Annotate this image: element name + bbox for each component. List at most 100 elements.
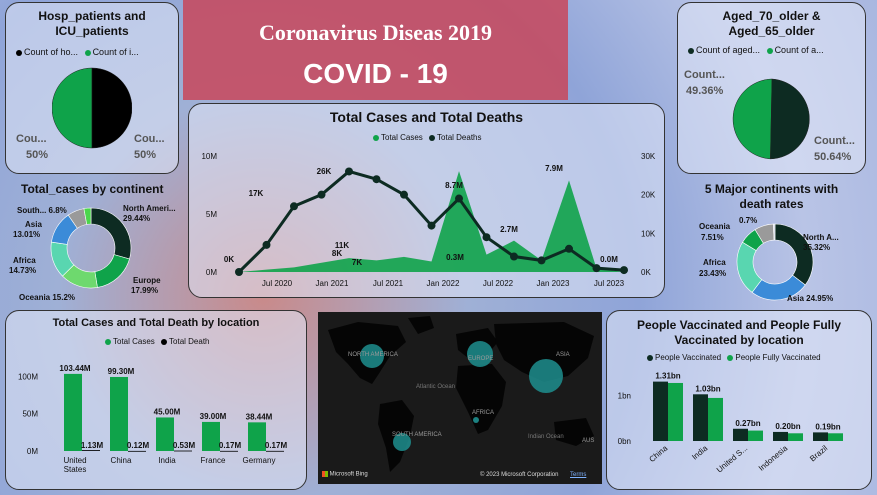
location-bar-death[interactable]: [220, 450, 238, 452]
vacc-bar-people[interactable]: [653, 381, 668, 441]
vacc-bar-people[interactable]: [813, 432, 828, 441]
timeline-death-point[interactable]: [262, 240, 271, 249]
vacc-bar-fully[interactable]: [668, 382, 683, 441]
vacc-bar-people[interactable]: [733, 428, 748, 441]
vacc-label: 0.20bn: [775, 422, 800, 431]
timeline-legend-1: Total Deaths: [437, 133, 482, 142]
location-bar-cases[interactable]: [156, 417, 174, 451]
location-legend-1: Total Death: [169, 337, 210, 346]
vacc-legend-1: People Fully Vaccinated: [735, 353, 821, 362]
vacc-title-2: Vaccinated by location: [674, 333, 804, 347]
land-australia: [554, 418, 594, 446]
map-bing-brand: Microsoft Bing: [322, 471, 368, 478]
vacc-bar-people[interactable]: [773, 431, 788, 441]
timeline-death-point[interactable]: [235, 268, 243, 276]
timeline-chart[interactable]: 10M 5M 0M 30K 20K 10K 0K Jul 2020 Jan 2021 Jul 20…: [189, 104, 666, 299]
hosp-icu-panel[interactable]: Hosp_patients and ICU_patients Count of …: [5, 2, 179, 174]
vacc-bar-fully[interactable]: [828, 433, 843, 441]
timeline-death-point[interactable]: [620, 266, 628, 275]
location-bar-death[interactable]: [128, 450, 146, 452]
continent-panel[interactable]: Total_cases by continent South... 6.8% A…: [5, 178, 179, 306]
hosp-slice-icu: [52, 67, 93, 149]
timeline-xtick-6: Jul 2023: [594, 279, 625, 288]
vacc-bar-fully[interactable]: [708, 397, 723, 441]
hosp-pie[interactable]: [52, 63, 132, 153]
major-title-2: death rates: [739, 197, 804, 211]
timeline-death-point[interactable]: [400, 190, 408, 199]
continent-asia-name: Asia: [25, 220, 42, 229]
continent-na-name: North Ameri...: [123, 204, 176, 213]
location-bar-death[interactable]: [266, 450, 284, 452]
timeline-xtick-2: Jul 2021: [373, 279, 404, 288]
location-bar-death[interactable]: [82, 450, 100, 451]
land-africa: [456, 364, 506, 434]
location-label-cases: 99.30M: [108, 367, 135, 376]
timeline-annotation-4: 8K: [332, 249, 342, 258]
timeline-death-point[interactable]: [455, 194, 463, 203]
timeline-annotation-3: 11K: [335, 241, 349, 250]
continent-europe-pct: 17.99%: [131, 286, 159, 295]
continent-slice-6[interactable]: [83, 207, 92, 225]
map-copyright: © 2023 Microsoft Corporation: [480, 472, 559, 478]
aged-title-2: Aged_65_older: [728, 24, 815, 38]
major-slice-2[interactable]: [736, 241, 763, 293]
vaccinated-chart[interactable]: 1bn 0bn 1.31bn China 1.03bn India 0.27bn United…: [607, 311, 873, 491]
location-label-death: 0.17M: [265, 441, 288, 450]
bubble-europe: [467, 341, 493, 367]
continent-donut[interactable]: [49, 206, 133, 290]
timeline-death-point[interactable]: [317, 190, 326, 199]
location-xtick: India: [158, 456, 176, 465]
map-brand-text: Microsoft Bing: [329, 471, 368, 478]
timeline-death-point[interactable]: [537, 256, 546, 265]
timeline-death-point[interactable]: [510, 252, 518, 261]
timeline-panel[interactable]: Total Cases and Total Deaths Total Cases…: [188, 103, 665, 298]
timeline-legend-0: Total Cases: [381, 133, 423, 142]
location-bar-cases[interactable]: [202, 421, 220, 451]
major-na-pct: 35.32%: [803, 243, 831, 252]
vacc-bar-fully[interactable]: [788, 433, 803, 441]
vacc-ytick-0: 1bn: [618, 392, 631, 401]
vacc-xtick: United S...: [715, 444, 749, 475]
aged-title-1: Aged_70_older &: [722, 9, 821, 23]
location-bar-cases[interactable]: [110, 376, 128, 451]
aged-panel[interactable]: Aged_70_older & Aged_65_older Count of a…: [677, 2, 866, 174]
map-terms-link[interactable]: Terms: [570, 472, 587, 478]
aged-left-label: Count...: [684, 69, 725, 81]
vacc-label: 1.31bn: [655, 372, 680, 381]
major-slice-5[interactable]: [773, 223, 776, 241]
title-banner: Coronavirus Diseas 2019 COVID - 19: [183, 0, 568, 100]
timeline-death-point[interactable]: [427, 221, 436, 230]
vacc-bar-people[interactable]: [693, 394, 708, 441]
aged-left-pct: 49.36%: [686, 85, 724, 97]
timeline-death-point[interactable]: [565, 244, 573, 253]
timeline-death-point[interactable]: [482, 233, 491, 242]
continent-na-pct: 29.44%: [123, 214, 151, 223]
major-donut[interactable]: [735, 222, 815, 302]
land-greenland: [408, 316, 434, 334]
location-panel[interactable]: Total Cases and Total Death by location …: [5, 310, 307, 490]
location-xtick: Germany: [243, 456, 276, 465]
vacc-bar-fully[interactable]: [748, 430, 763, 441]
map-panel[interactable]: NORTH AMERICA EUROPE ASIA Atlantic Ocean…: [318, 312, 602, 484]
aged-pie[interactable]: [730, 77, 814, 161]
timeline-death-point[interactable]: [290, 202, 298, 211]
location-bar-death[interactable]: [174, 450, 192, 452]
location-bar-cases[interactable]: [64, 373, 82, 451]
timeline-xtick-0: Jul 2020: [262, 279, 293, 288]
continent-slice-1[interactable]: [94, 254, 130, 288]
hosp-legend-1: Count of i...: [92, 47, 139, 57]
timeline-death-point[interactable]: [372, 175, 381, 184]
major-na-name: North A...: [803, 233, 839, 242]
major-panel[interactable]: 5 Major continents with death rates Ocea…: [677, 178, 866, 306]
location-ytick-0: 100M: [18, 372, 38, 381]
timeline-cases-area[interactable]: [239, 171, 624, 272]
location-bar-cases[interactable]: [248, 422, 266, 451]
timeline-death-point[interactable]: [345, 167, 353, 176]
timeline-death-point[interactable]: [592, 264, 601, 273]
vacc-xtick: China: [647, 443, 669, 464]
location-label-cases: 103.44M: [59, 364, 90, 373]
world-map[interactable]: [318, 312, 602, 484]
vaccinated-panel[interactable]: People Vaccinated and People Fully Vacci…: [606, 310, 872, 490]
map-label-atlantic: Atlantic Ocean: [416, 384, 456, 390]
